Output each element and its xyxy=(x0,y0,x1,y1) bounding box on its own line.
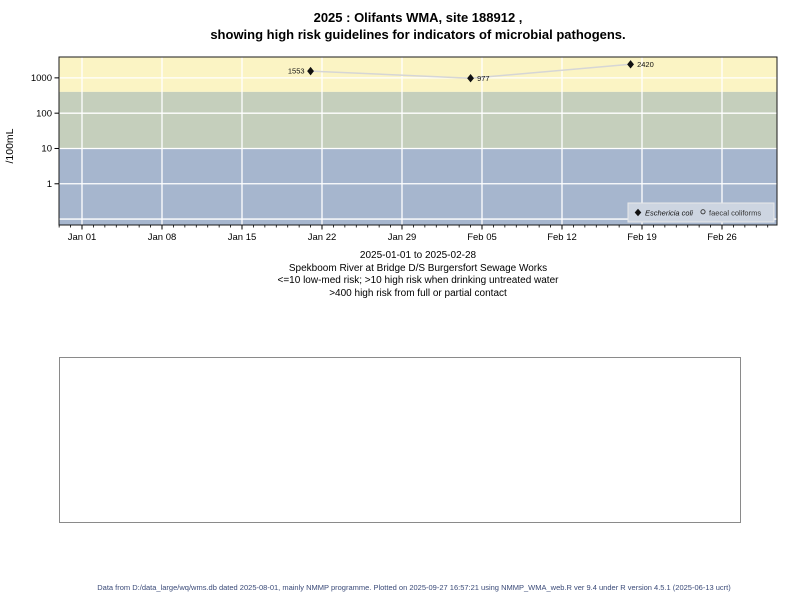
data-point xyxy=(627,60,634,69)
legend-label-ecoli: Eschericia coli xyxy=(645,208,693,217)
data-point xyxy=(467,74,474,83)
chart-title-line2: showing high risk guidelines for indicat… xyxy=(210,27,626,42)
caption-risk-drinking: <=10 low-med risk; >10 high risk when dr… xyxy=(277,275,559,286)
chart-caption: 2025-01-01 to 2025-02-28 Spekboom River … xyxy=(36,250,800,300)
y-tick-label: 1 xyxy=(47,179,52,190)
chart-title: 2025 : Olifants WMA, site 188912 , showi… xyxy=(36,9,800,43)
empty-panel xyxy=(59,357,741,523)
caption-site-name: Spekboom River at Bridge D/S Burgersfort… xyxy=(288,262,548,274)
plot-border xyxy=(58,56,778,226)
y-tick-label: 1000 xyxy=(31,73,52,84)
legend-filled-diamond-icon xyxy=(634,208,642,217)
x-tick-label: Feb 26 xyxy=(707,232,737,243)
data-point-label: 977 xyxy=(477,74,490,83)
data-point-label: 2420 xyxy=(637,60,654,69)
x-tick-label: Jan 08 xyxy=(148,232,177,243)
data-point xyxy=(307,66,314,76)
caption-date-range: 2025-01-01 to 2025-02-28 xyxy=(359,250,477,261)
x-tick-label: Feb 19 xyxy=(627,232,657,243)
legend-label-faecal-coliforms: faecal coliforms xyxy=(709,208,761,217)
x-tick-label: Jan 15 xyxy=(228,232,257,243)
y-tick-label: 10 xyxy=(41,144,52,155)
x-tick-label: Feb 05 xyxy=(467,232,497,243)
footer-note: Data from D:/data_large/wq/wms.db dated … xyxy=(97,583,731,592)
guideline-band-high-risk-contact xyxy=(59,57,777,92)
chart-title-line1: 2025 : Olifants WMA, site 188912 , xyxy=(313,10,523,25)
x-tick-label: Jan 01 xyxy=(68,232,97,243)
y-axis-title: /100mL xyxy=(4,128,16,163)
y-tick-label: 100 xyxy=(36,108,52,119)
legend-open-circle-icon xyxy=(700,209,706,215)
caption-risk-contact: >400 high risk from full or partial cont… xyxy=(329,287,507,299)
chart-plot: Jan 01 Jan 08 Jan 15 Jan 22 Jan 29 Feb 05 Feb … xyxy=(4,56,778,243)
data-point-label: 1553 xyxy=(288,67,305,76)
x-tick-label: Jan 22 xyxy=(308,232,337,243)
guideline-band-high-risk-drinking xyxy=(59,91,777,149)
x-tick-label: Feb 12 xyxy=(547,232,577,243)
x-tick-label: Jan 29 xyxy=(388,232,417,243)
